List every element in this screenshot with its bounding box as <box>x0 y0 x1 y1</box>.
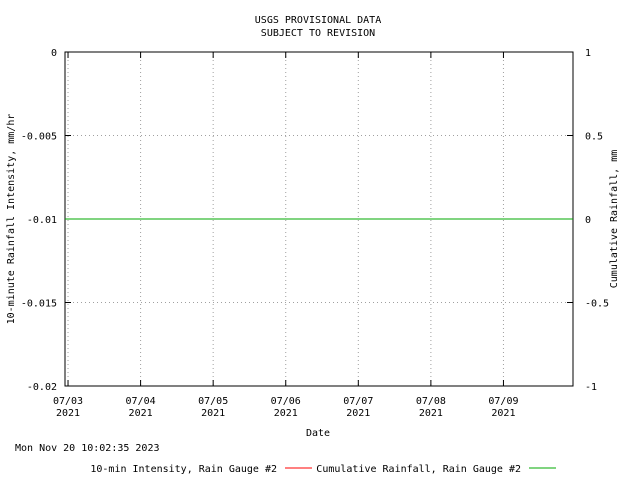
x-tick-label: 07/05 <box>198 396 228 407</box>
left-y-tick-label: -0.01 <box>27 215 57 226</box>
render-timestamp: Mon Nov 20 10:02:35 2023 <box>15 443 160 454</box>
right-y-tick-label: -1 <box>585 382 597 393</box>
x-tick-year-label: 2021 <box>201 408 225 419</box>
x-tick-year-label: 2021 <box>274 408 298 419</box>
left-y-tick-labels: 0 -0.005 -0.01 -0.015 -0.02 <box>21 48 57 393</box>
legend-label-intensity: 10-min Intensity, Rain Gauge #2 <box>90 464 277 475</box>
axis-ticks <box>65 51 573 387</box>
left-y-tick-label: -0.005 <box>21 132 57 143</box>
right-y-tick-labels: 1 0.5 0 -0.5 -1 <box>585 48 609 393</box>
x-tick-label: 07/03 <box>53 396 83 407</box>
right-y-tick-label: 0.5 <box>585 132 603 143</box>
legend-label-cumulative: Cumulative Rainfall, Rain Gauge #2 <box>316 464 521 475</box>
left-y-tick-label: -0.015 <box>21 299 57 310</box>
chart-title: USGS PROVISIONAL DATA <box>255 15 381 26</box>
x-axis-label: Date <box>306 428 330 439</box>
right-y-tick-label: 1 <box>585 48 591 59</box>
right-y-axis-label: Cumulative Rainfall, mm <box>609 150 620 288</box>
x-tick-year-label: 2021 <box>346 408 370 419</box>
right-y-tick-label: 0 <box>585 215 591 226</box>
x-tick-labels: 07/03202107/04202107/05202107/06202107/0… <box>53 396 519 419</box>
x-tick-year-label: 2021 <box>56 408 80 419</box>
right-y-tick-label: -0.5 <box>585 299 609 310</box>
x-tick-label: 07/06 <box>271 396 301 407</box>
x-tick-label: 07/04 <box>126 396 156 407</box>
x-tick-label: 07/08 <box>416 396 446 407</box>
left-y-axis-label: 10-minute Rainfall Intensity, mm/hr <box>6 114 17 325</box>
x-tick-year-label: 2021 <box>491 408 515 419</box>
x-tick-year-label: 2021 <box>419 408 443 419</box>
left-y-tick-label: 0 <box>51 48 57 59</box>
x-tick-label: 07/09 <box>488 396 518 407</box>
x-tick-year-label: 2021 <box>129 408 153 419</box>
left-y-tick-label: -0.02 <box>27 382 57 393</box>
x-tick-label: 07/07 <box>343 396 373 407</box>
chart-subtitle: SUBJECT TO REVISION <box>261 28 375 39</box>
legend: 10-min Intensity, Rain Gauge #2 Cumulati… <box>90 464 556 475</box>
